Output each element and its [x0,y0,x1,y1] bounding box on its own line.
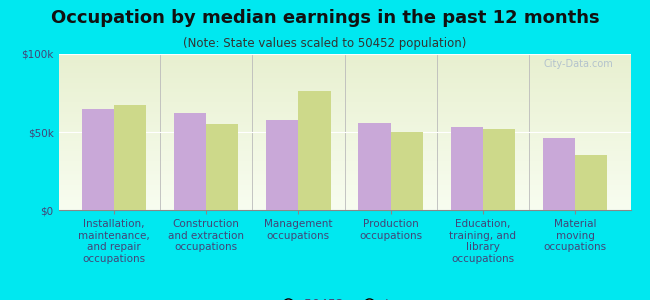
Legend: 50452, Iowa: 50452, Iowa [270,293,419,300]
Bar [543,138,575,210]
Bar [174,113,206,210]
Text: (Note: State values scaled to 50452 population): (Note: State values scaled to 50452 popu… [183,38,467,50]
Bar [81,109,114,210]
Text: Occupation by median earnings in the past 12 months: Occupation by median earnings in the pas… [51,9,599,27]
Bar [298,92,331,210]
Bar [575,155,608,210]
Bar [483,129,515,210]
Bar [114,106,146,210]
Bar [266,119,298,210]
Bar [450,127,483,210]
Bar [206,124,239,210]
Bar [391,132,423,210]
Text: City-Data.com: City-Data.com [543,59,614,69]
Bar [358,123,391,210]
